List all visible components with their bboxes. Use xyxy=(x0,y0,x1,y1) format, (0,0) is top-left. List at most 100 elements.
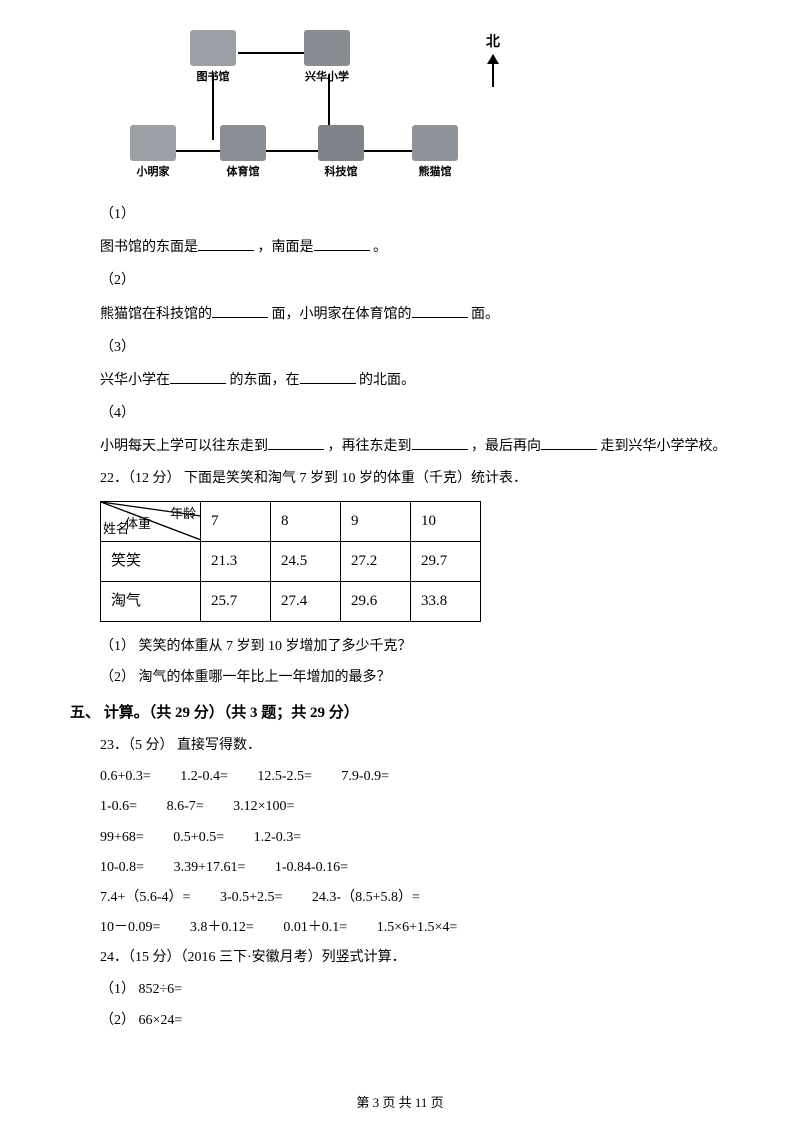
q21-4c: ，最后再向 xyxy=(468,439,542,454)
table-row: 笑笑 21.3 24.5 27.2 29.7 xyxy=(101,541,481,581)
calc-item: 1.5×6+1.5×4= xyxy=(377,915,458,940)
q21-2c: 面。 xyxy=(468,307,500,322)
q22-sub2: （2） 淘气的体重哪一年比上一年增加的最多？ xyxy=(100,665,730,690)
cell: 27.4 xyxy=(271,581,341,621)
node-label: 小明家 xyxy=(137,166,170,178)
map-figure: 北 图书馆 兴华小学 小明家 体育馆 科技馆 xyxy=(130,30,730,190)
blank[interactable] xyxy=(268,434,324,450)
q21-2b: 面，小明家在体育馆的 xyxy=(268,307,412,322)
q21-1: 图书馆的东面是 ，南面是 。 xyxy=(100,235,730,260)
calc-item: 8.6-7= xyxy=(167,794,204,819)
calc-item: 10－0.09= xyxy=(100,915,160,940)
calc-item: 99+68= xyxy=(100,825,144,850)
cell: 29.7 xyxy=(411,541,481,581)
q21-3a: 兴华小学在 xyxy=(100,373,170,388)
q21-3: 兴华小学在 的东面，在 的北面。 xyxy=(100,368,730,393)
node-label: 图书馆 xyxy=(197,71,230,83)
q21-4-num: （4） xyxy=(100,401,730,426)
node-label: 熊猫馆 xyxy=(419,166,452,178)
row-name: 笑笑 xyxy=(101,541,201,581)
calc-item: 7.9-0.9= xyxy=(341,764,389,789)
weight-table: 年龄 体重 姓名 7 8 9 10 笑笑 21.3 24.5 27.2 29.7… xyxy=(100,501,481,622)
calc-item: 3.12×100= xyxy=(233,794,294,819)
blank[interactable] xyxy=(314,235,370,251)
cell: 29.6 xyxy=(341,581,411,621)
q21-3-num: （3） xyxy=(100,335,730,360)
calc-row: 0.6+0.3= 1.2-0.4= 12.5-2.5= 7.9-0.9= xyxy=(100,764,730,789)
q21-4b: ，再往东走到 xyxy=(324,439,412,454)
diag-age: 年龄 xyxy=(170,502,196,525)
calc-item: 1.2-0.3= xyxy=(254,825,302,850)
q21-4a: 小明每天上学可以往东走到 xyxy=(100,439,268,454)
calc-item: 24.3-（8.5+5.8）= xyxy=(312,885,420,910)
blank[interactable] xyxy=(300,368,356,384)
building-icon xyxy=(304,30,350,66)
q21-1a: 图书馆的东面是 xyxy=(100,240,198,255)
q21-2: 熊猫馆在科技馆的 面，小明家在体育馆的 面。 xyxy=(100,302,730,327)
calc-item: 12.5-2.5= xyxy=(257,764,312,789)
cell: 27.2 xyxy=(341,541,411,581)
building-icon xyxy=(220,125,266,161)
row-name: 淘气 xyxy=(101,581,201,621)
q24-header: 24．（15 分）（2016 三下·安徽月考）列竖式计算． xyxy=(100,945,730,970)
map-node-xiaoming: 小明家 xyxy=(130,125,176,183)
calc-item: 10-0.8= xyxy=(100,855,144,880)
arrow-icon xyxy=(492,55,494,87)
blank[interactable] xyxy=(198,235,254,251)
q21-block: （1） 图书馆的东面是 ，南面是 。 （2） 熊猫馆在科技馆的 面，小明家在体育… xyxy=(100,202,730,460)
calc-item: 3-0.5+2.5= xyxy=(220,885,282,910)
col-header: 10 xyxy=(411,501,481,541)
map-edge xyxy=(264,150,318,152)
col-header: 8 xyxy=(271,501,341,541)
table-row: 淘气 25.7 27.4 29.6 33.8 xyxy=(101,581,481,621)
q23-header: 23．（5 分） 直接写得数． xyxy=(100,733,730,758)
map-container: 北 图书馆 兴华小学 小明家 体育馆 科技馆 xyxy=(130,30,510,190)
q21-3b: 的东面，在 xyxy=(226,373,300,388)
blank[interactable] xyxy=(170,368,226,384)
q22-sub1: （1） 笑笑的体重从 7 岁到 10 岁增加了多少千克？ xyxy=(100,634,730,659)
cell: 21.3 xyxy=(201,541,271,581)
calc-item: 0.5+0.5= xyxy=(173,825,224,850)
calc-row: 1-0.6= 8.6-7= 3.12×100= xyxy=(100,794,730,819)
diag-name: 姓名 xyxy=(103,517,129,540)
node-label: 兴华小学 xyxy=(305,71,349,83)
section5-header: 五、 计算。（共 29 分）（共 3 题；共 29 分） xyxy=(70,700,730,727)
q21-1-num: （1） xyxy=(100,202,730,227)
q21-1c: 。 xyxy=(370,240,388,255)
calc-row: 7.4+（5.6-4）= 3-0.5+2.5= 24.3-（8.5+5.8）= xyxy=(100,885,730,910)
calc-item: 0.01＋0.1= xyxy=(283,915,347,940)
calc-item: 1-0.6= xyxy=(100,794,137,819)
calc-item: 0.6+0.3= xyxy=(100,764,151,789)
blank[interactable] xyxy=(412,434,468,450)
blank[interactable] xyxy=(212,302,268,318)
q22-header: 22．（12 分） 下面是笑笑和淘气 7 岁到 10 岁的体重（千克）统计表． xyxy=(100,466,730,491)
blank[interactable] xyxy=(541,434,597,450)
page-footer: 第 3 页 共 11 页 xyxy=(0,1091,800,1114)
north-arrow: 北 xyxy=(486,30,500,87)
node-label: 科技馆 xyxy=(325,166,358,178)
q21-3c: 的北面。 xyxy=(356,373,416,388)
map-edge xyxy=(238,52,306,54)
north-label: 北 xyxy=(486,30,500,55)
q21-4: 小明每天上学可以往东走到 ，再往东走到 ，最后再向 走到兴华小学学校。 xyxy=(100,434,730,459)
blank[interactable] xyxy=(412,302,468,318)
map-node-xinghua: 兴华小学 xyxy=(304,30,350,88)
calc-row: 99+68= 0.5+0.5= 1.2-0.3= xyxy=(100,825,730,850)
q24-sub2: （2） 66×24= xyxy=(100,1008,730,1033)
q21-2-num: （2） xyxy=(100,268,730,293)
calc-item: 3.39+17.61= xyxy=(174,855,246,880)
building-icon xyxy=(190,30,236,66)
map-node-tech: 科技馆 xyxy=(318,125,364,183)
building-icon xyxy=(318,125,364,161)
building-icon xyxy=(130,125,176,161)
building-icon xyxy=(412,125,458,161)
calc-item: 1.2-0.4= xyxy=(180,764,228,789)
q21-1b: ，南面是 xyxy=(254,240,314,255)
map-edge xyxy=(362,150,412,152)
q24-sub1: （1） 852÷6= xyxy=(100,977,730,1002)
map-node-panda: 熊猫馆 xyxy=(412,125,458,183)
calc-item: 1-0.84-0.16= xyxy=(275,855,348,880)
calc-item: 3.8＋0.12= xyxy=(190,915,254,940)
q22-block: 22．（12 分） 下面是笑笑和淘气 7 岁到 10 岁的体重（千克）统计表． … xyxy=(100,466,730,691)
col-header: 9 xyxy=(341,501,411,541)
